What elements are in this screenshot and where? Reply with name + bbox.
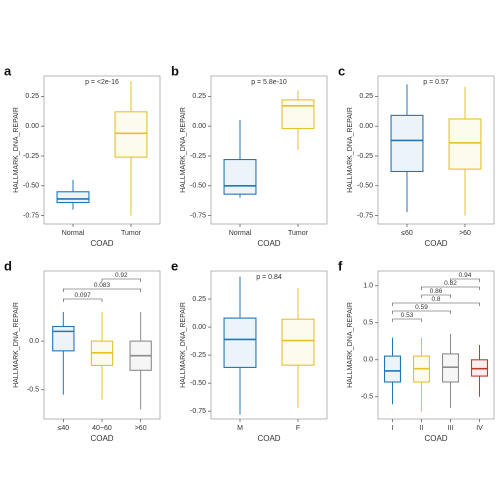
y-tick-label: 1.0 bbox=[363, 283, 373, 290]
panel-letter: f bbox=[338, 258, 343, 273]
x-axis-label: COAD bbox=[424, 239, 447, 248]
y-tick-label: 0.25 bbox=[192, 93, 206, 100]
p-value: p = <2e-16 bbox=[85, 79, 119, 86]
plot-frame bbox=[43, 75, 161, 225]
x-tick-label: II bbox=[420, 425, 424, 432]
y-tick-label: 0.0 bbox=[29, 338, 39, 345]
y-tick-label: -0.5 bbox=[361, 394, 373, 401]
y-tick-label: -0.50 bbox=[190, 380, 206, 387]
box bbox=[448, 118, 482, 170]
y-axis-label: HALLMARK_DNA_REPAIR bbox=[347, 107, 354, 193]
plot-frame bbox=[377, 270, 495, 420]
comparison-p: 0.083 bbox=[94, 282, 111, 289]
y-tick-label: 0.0 bbox=[363, 357, 373, 364]
y-tick-label: -0.5 bbox=[27, 387, 39, 394]
p-value: p = 0.57 bbox=[423, 79, 449, 86]
x-tick-label: F bbox=[296, 425, 300, 432]
box bbox=[281, 318, 315, 366]
x-tick-label: ≤40 bbox=[58, 425, 70, 432]
y-tick-label: -0.25 bbox=[23, 153, 39, 160]
y-axis-label: HALLMARK_DNA_REPAIR bbox=[180, 302, 187, 388]
x-tick-label: >60 bbox=[459, 230, 471, 237]
panel-letter: c bbox=[338, 63, 345, 78]
y-tick-label: -0.25 bbox=[357, 153, 373, 160]
plot-frame bbox=[210, 75, 328, 225]
x-tick-label: I bbox=[392, 425, 394, 432]
x-tick-label: Tumor bbox=[121, 230, 142, 237]
box bbox=[383, 355, 402, 383]
comparison-p: 0.82 bbox=[444, 280, 457, 287]
box bbox=[52, 325, 75, 352]
y-axis-label: HALLMARK_DNA_REPAIR bbox=[347, 302, 354, 388]
comparison-p: 0.8 bbox=[431, 296, 440, 303]
x-axis-label: COAD bbox=[90, 434, 113, 443]
y-tick-label: 0.00 bbox=[359, 123, 373, 130]
y-tick-label: 0.25 bbox=[25, 93, 39, 100]
x-tick-label: ≤60 bbox=[401, 230, 413, 237]
comparison-p: 0.86 bbox=[430, 288, 443, 295]
comparison-bracket bbox=[63, 288, 141, 292]
comparison-p: 0.53 bbox=[401, 312, 414, 319]
box bbox=[114, 111, 148, 158]
x-tick-label: IV bbox=[476, 425, 483, 432]
y-tick-label: 0.25 bbox=[192, 296, 206, 303]
comparison-p: 0.92 bbox=[115, 272, 128, 279]
box bbox=[223, 317, 257, 368]
y-axis-label: HALLMARK_DNA_REPAIR bbox=[180, 107, 187, 193]
y-tick-label: -0.50 bbox=[190, 183, 206, 190]
x-tick-label: III bbox=[448, 425, 454, 432]
panel-letter: b bbox=[171, 63, 179, 78]
plot-frame bbox=[377, 75, 495, 225]
box bbox=[281, 99, 315, 130]
x-tick-label: Tumor bbox=[288, 230, 309, 237]
p-value: p = 5.8e-10 bbox=[251, 79, 287, 86]
y-tick-label: -0.75 bbox=[23, 212, 39, 219]
panel-letter: d bbox=[4, 258, 12, 273]
box bbox=[56, 191, 90, 204]
x-tick-label: Normal bbox=[229, 230, 252, 237]
comparison-p: 0.94 bbox=[459, 272, 472, 279]
comparison-bracket bbox=[392, 302, 480, 306]
x-axis-label: COAD bbox=[424, 434, 447, 443]
comparison-bracket bbox=[421, 294, 451, 298]
x-tick-label: 40~60 bbox=[92, 425, 112, 432]
y-tick-label: -0.25 bbox=[190, 153, 206, 160]
y-tick-label: -0.75 bbox=[357, 212, 373, 219]
x-axis-label: COAD bbox=[90, 239, 113, 248]
plot-frame bbox=[210, 270, 328, 420]
y-tick-label: 0.00 bbox=[25, 123, 39, 130]
x-axis-label: COAD bbox=[257, 434, 280, 443]
y-tick-label: -0.75 bbox=[190, 408, 206, 415]
comparison-bracket bbox=[392, 318, 422, 322]
y-tick-label: -0.50 bbox=[23, 183, 39, 190]
comparison-bracket bbox=[421, 286, 480, 290]
box bbox=[390, 114, 424, 173]
y-tick-label: 0.00 bbox=[192, 123, 206, 130]
p-value: p = 0.84 bbox=[256, 274, 282, 281]
y-axis-label: HALLMARK_DNA_REPAIR bbox=[13, 107, 20, 193]
y-axis-label: HALLMARK_DNA_REPAIR bbox=[13, 302, 20, 388]
panel-letter: a bbox=[4, 63, 12, 78]
comparison-bracket bbox=[63, 298, 103, 302]
y-tick-label: -0.25 bbox=[190, 352, 206, 359]
comparison-bracket bbox=[101, 278, 141, 282]
panel-letter: e bbox=[171, 258, 178, 273]
y-tick-label: -0.75 bbox=[190, 212, 206, 219]
comparison-p: 0.59 bbox=[415, 304, 428, 311]
box bbox=[223, 158, 257, 195]
x-tick-label: >60 bbox=[135, 425, 147, 432]
x-tick-label: M bbox=[237, 425, 243, 432]
y-tick-label: 0.25 bbox=[359, 93, 373, 100]
comparison-bracket bbox=[450, 278, 480, 282]
y-tick-label: -0.50 bbox=[357, 183, 373, 190]
x-axis-label: COAD bbox=[257, 239, 280, 248]
y-tick-label: 0.00 bbox=[192, 324, 206, 331]
comparison-p: 0.097 bbox=[75, 292, 92, 299]
y-tick-label: 0.5 bbox=[363, 320, 373, 327]
comparison-bracket bbox=[392, 310, 451, 314]
x-tick-label: Normal bbox=[62, 230, 85, 237]
